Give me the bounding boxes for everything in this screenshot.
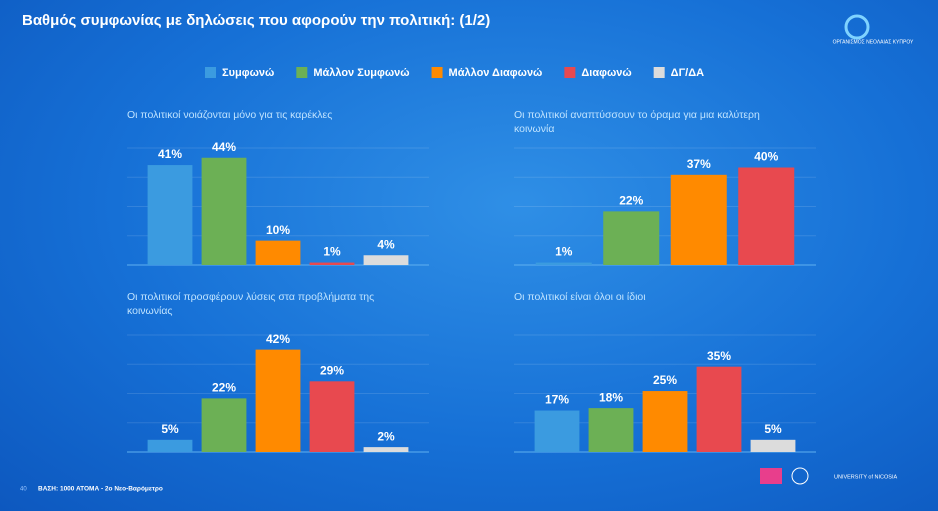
chart-title: Οι πολιτικοί είναι όλοι οι ίδιοι (514, 291, 646, 303)
legend-label: Διαφωνώ (581, 67, 631, 79)
data-label: 4% (377, 237, 395, 251)
legend-swatch (653, 67, 665, 78)
bar (588, 408, 634, 452)
data-label: 44% (212, 140, 236, 154)
bar (534, 410, 580, 452)
bar (603, 211, 660, 265)
university-logo: UNIVERSITY of NICOSIA (834, 474, 897, 480)
data-label: 35% (707, 349, 731, 363)
chart-title: Οι πολιτικοί αναπτύσσουν το όραμα για μι… (514, 109, 760, 135)
legend-label: Μάλλον Συμφωνώ (313, 67, 409, 79)
data-label: 40% (754, 150, 778, 164)
legend-swatch (431, 67, 443, 78)
bar (535, 262, 592, 265)
data-label: 2% (377, 429, 395, 443)
data-label: 22% (619, 194, 643, 208)
legend-label: ΔΓ/ΔΑ (671, 67, 704, 79)
bar (642, 391, 688, 452)
legend-swatch (296, 67, 308, 78)
bar (201, 398, 247, 452)
data-label: 5% (161, 422, 179, 436)
bar (255, 349, 301, 452)
bar (309, 262, 355, 265)
bar (201, 157, 247, 265)
data-label: 17% (545, 393, 569, 407)
bar (147, 165, 193, 265)
logo-text: ΟΡΓΑΝΙΣΜΟΣ ΝΕΟΛΑΙΑΣ ΚΥΠΡΟΥ (833, 39, 914, 45)
data-label: 42% (266, 332, 290, 346)
data-label: 10% (266, 223, 290, 237)
chart-title: Οι πολιτικοί προσφέρουν λύσεις στα προβλ… (127, 291, 375, 317)
footer-base: ΒΑΣΗ: 1000 ΑΤΟΜΑ - 2ο Νεο-Βαρόμετρο (38, 486, 163, 493)
logo-seal (791, 467, 809, 485)
data-label: 1% (555, 245, 573, 259)
bar (147, 439, 193, 452)
bar (696, 366, 742, 452)
legend-label: Μάλλον Διαφωνώ (449, 67, 543, 79)
legend-swatch (564, 67, 576, 78)
bar (738, 167, 795, 265)
bar (363, 255, 409, 265)
data-label: 25% (653, 373, 677, 387)
bar (309, 381, 355, 452)
bar (750, 439, 796, 452)
page-number: 40 (20, 487, 27, 493)
bar (670, 174, 727, 265)
data-label: 1% (323, 245, 341, 259)
data-label: 37% (687, 157, 711, 171)
chart-title: Οι πολιτικοί νοιάζονται μόνο για τις καρ… (127, 109, 333, 121)
data-label: 29% (320, 363, 344, 377)
data-label: 41% (158, 147, 182, 161)
legend-swatch (205, 67, 216, 78)
bar (255, 240, 301, 265)
slide-title: Βαθμός συμφωνίας με δηλώσεις που αφορούν… (22, 12, 490, 29)
data-label: 18% (599, 390, 623, 404)
data-label: 22% (212, 381, 236, 395)
logo-imr (760, 468, 782, 484)
bar (363, 447, 409, 452)
logo-icon (844, 14, 870, 40)
data-label: 5% (764, 422, 782, 436)
legend-label: Συμφωνώ (222, 67, 274, 79)
